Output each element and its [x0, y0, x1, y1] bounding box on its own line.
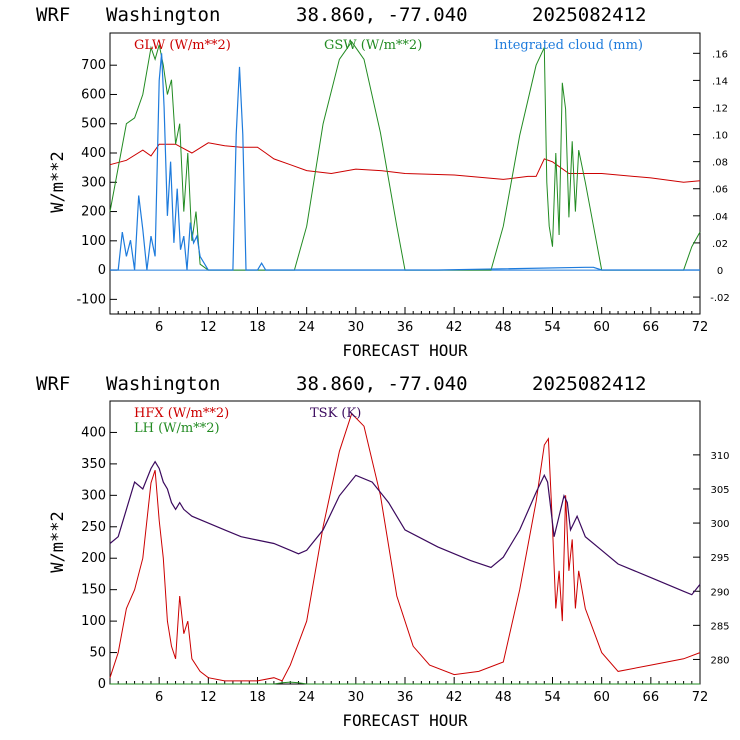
series-gsw-line: [109, 40, 701, 271]
y-tick-label: 0: [98, 677, 106, 692]
right-tick-label: 305: [710, 485, 729, 496]
y-tick-label: 50: [89, 646, 106, 661]
right-tick-label: 280: [710, 655, 729, 666]
series-lh-line: [110, 681, 700, 685]
panel1-x-ticks: 6 12 18 24 30 36 42 48 54 60 66 72: [117, 307, 709, 335]
right-tick-label: 310: [710, 451, 729, 462]
panel1-run: 2025082412: [532, 4, 646, 26]
x-tick-label: 48: [495, 320, 512, 335]
panel1-coords: 38.860, -77.040: [296, 4, 468, 26]
panel2-y-ticks: 0 50 100 150 200 250 300 350 400: [81, 425, 117, 692]
x-tick-label: 42: [446, 690, 463, 705]
x-tick-label: 24: [298, 320, 315, 335]
right-tick-label: .16: [712, 49, 728, 60]
y-tick-label: 300: [81, 175, 106, 190]
panel1-y-ticks: -100 0 100 200 300 400 500 600 700: [76, 58, 117, 307]
x-tick-label: 12: [200, 320, 217, 335]
series-cloud-line: [110, 53, 700, 271]
x-tick-label: 6: [155, 690, 163, 705]
panel2-model: WRF: [36, 373, 70, 395]
legend-glw: GLW (W/m**2): [134, 38, 231, 53]
x-tick-label: 12: [200, 690, 217, 705]
y-tick-label: 400: [81, 425, 106, 440]
y-tick-label: 200: [81, 205, 106, 220]
x-tick-label: 6: [155, 320, 163, 335]
x-tick-label: 48: [495, 690, 512, 705]
panel2-run: 2025082412: [532, 373, 646, 395]
x-tick-label: 18: [249, 690, 266, 705]
panel1-model: WRF: [36, 4, 70, 26]
right-tick-label: 300: [710, 519, 729, 530]
panel-fluxes: WRF Washington 38.860, -77.040 202508241…: [36, 373, 730, 730]
y-tick-label: 150: [81, 583, 106, 598]
legend-lh: LH (W/m**2): [134, 421, 220, 436]
panel2-x-ticks: 6 12 18 24 30 36 42 48 54 60 66 72: [117, 677, 709, 705]
right-tick-label: .08: [712, 158, 728, 169]
panel-radiation: WRF Washington 38.860, -77.040 202508241…: [36, 4, 730, 360]
x-tick-label: 42: [446, 320, 463, 335]
panel2-right-ticks: 280 285 290 295 300 305 310: [693, 451, 730, 666]
x-tick-label: 30: [348, 320, 365, 335]
y-tick-label: 400: [81, 146, 106, 161]
legend-gsw: GSW (W/m**2): [324, 38, 422, 53]
right-tick-label: 295: [710, 553, 729, 564]
x-tick-label: 60: [593, 320, 610, 335]
x-tick-label: 72: [692, 320, 709, 335]
y-tick-label: 250: [81, 520, 106, 535]
right-tick-label: .10: [712, 131, 728, 142]
x-tick-label: 72: [692, 690, 709, 705]
x-tick-label: 18: [249, 320, 266, 335]
legend-cloud: Integrated cloud (mm): [494, 38, 643, 53]
panel1-y-axis-label: W/m**2: [48, 151, 68, 212]
x-tick-label: 36: [397, 320, 414, 335]
panel1-x-axis-label: FORECAST HOUR: [342, 341, 468, 360]
legend-hfx: HFX (W/m**2): [134, 406, 229, 421]
series-tsk-line: [109, 460, 701, 596]
y-tick-label: 300: [81, 488, 106, 503]
right-tick-label: .12: [712, 103, 728, 114]
y-tick-label: 350: [81, 457, 106, 472]
series-hfx-line: [109, 412, 701, 682]
series-glw-line: [109, 142, 701, 183]
x-tick-label: 30: [348, 690, 365, 705]
y-tick-label: 500: [81, 117, 106, 132]
panel2-location: Washington: [106, 373, 220, 395]
panel1-location: Washington: [106, 4, 220, 26]
x-tick-label: 66: [643, 320, 660, 335]
x-tick-label: 54: [544, 320, 561, 335]
right-tick-label: 0: [717, 266, 723, 277]
panel2-coords: 38.860, -77.040: [296, 373, 468, 395]
right-tick-label: .04: [712, 212, 728, 223]
right-tick-label: 290: [710, 587, 729, 598]
panel2-y-axis-label: W/m**2: [48, 511, 68, 572]
y-tick-label: 700: [81, 58, 106, 73]
y-tick-label: 0: [98, 263, 106, 278]
x-tick-label: 66: [643, 690, 660, 705]
x-tick-label: 60: [593, 690, 610, 705]
legend-tsk: TSK (K): [310, 406, 361, 421]
right-tick-label: .02: [712, 239, 728, 250]
right-tick-label: 285: [710, 621, 729, 632]
x-tick-label: 54: [544, 690, 561, 705]
panel2-x-axis-label: FORECAST HOUR: [342, 711, 468, 730]
y-tick-label: 200: [81, 551, 106, 566]
x-tick-label: 24: [298, 690, 315, 705]
y-tick-label: 600: [81, 87, 106, 102]
panel2-frame: [109, 400, 701, 685]
right-tick-label: .06: [712, 185, 728, 196]
right-tick-label: -.02: [710, 293, 730, 304]
x-tick-label: 36: [397, 690, 414, 705]
y-tick-label: -100: [76, 292, 106, 307]
y-tick-label: 100: [81, 234, 106, 249]
y-tick-label: 100: [81, 614, 106, 629]
right-tick-label: .14: [712, 76, 728, 87]
panel1-right-ticks: -.02 0 .02 .04 .06 .08 .10 .12 .14 .16: [693, 49, 730, 304]
